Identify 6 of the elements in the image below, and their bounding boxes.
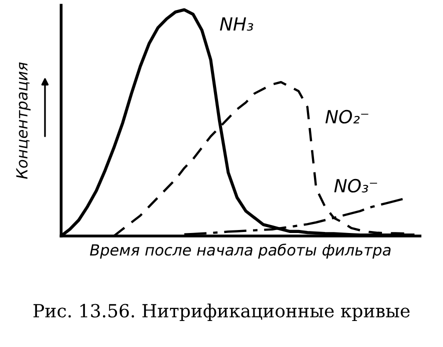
series-label: NO₂⁻ [325,110,368,124]
x-axis-title: Время после начала работы фильтра [90,244,391,259]
y-axis-title: Концентрация [16,62,31,179]
text: Рис. 13.56. Нитрификационные кривые [33,304,410,322]
series-label: NH₃ [220,17,254,31]
series-label: NO₃⁻ [334,178,378,193]
